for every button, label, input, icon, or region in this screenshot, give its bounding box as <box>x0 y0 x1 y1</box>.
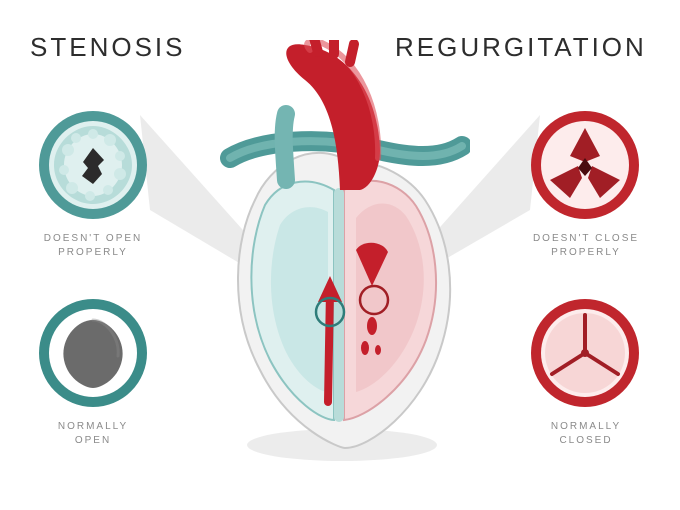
medallion-regurg-normal <box>530 298 640 408</box>
stenosis-title: STENOSIS <box>30 32 185 63</box>
caption-regurg-abnormal: DOESN'T CLOSE PROPERLY <box>516 232 656 260</box>
caption-stenosis-abnormal: DOESN'T OPEN PROPERLY <box>23 232 163 260</box>
medallion-stenosis-normal <box>38 298 148 408</box>
heart-diagram <box>210 40 470 470</box>
caption-stenosis-normal: NORMALLY OPEN <box>23 420 163 448</box>
medallion-stenosis-abnormal <box>38 110 148 220</box>
caption-regurg-normal: NORMALLY CLOSED <box>516 420 656 448</box>
medallion-regurg-abnormal <box>530 110 640 220</box>
